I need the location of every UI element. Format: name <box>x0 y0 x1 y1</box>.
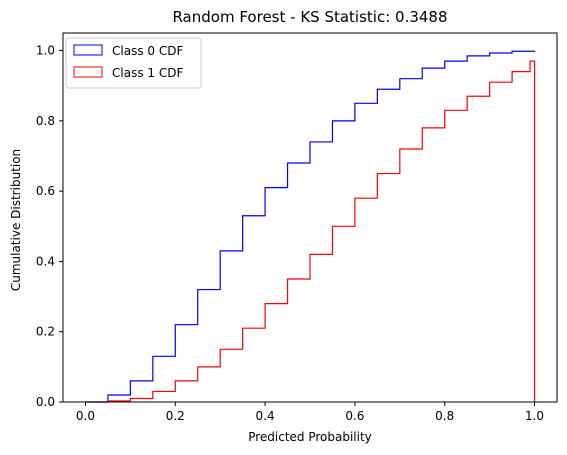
axes: 0.0 0.2 0.4 0.6 0.8 1.0 0.0 0.2 0.4 0.6 0.8 1.0 <box>36 32 558 423</box>
x-tick-label: 0.8 <box>435 409 454 423</box>
legend-swatch-class-0 <box>73 44 103 56</box>
y-axis-label: Cumulative Distribution <box>9 149 23 291</box>
series-line-class-0 <box>85 50 536 403</box>
x-axis-label: Predicted Probability <box>248 430 372 444</box>
x-tick-label: 0.2 <box>166 409 185 423</box>
chart-title: Random Forest - KS Statistic: 0.3488 <box>172 8 447 26</box>
x-tick-label: 1.0 <box>525 409 544 423</box>
y-tick-label: 0.8 <box>36 114 55 128</box>
y-tick-label: 0.4 <box>36 254 55 268</box>
legend-swatch-class-1 <box>73 66 103 78</box>
legend-label-class-0: Class 0 CDF <box>112 44 183 58</box>
legend-box <box>65 37 202 89</box>
y-tick-label: 1.0 <box>36 44 55 58</box>
legend-label-class-1: Class 1 CDF <box>112 66 183 80</box>
series-line-class-1 <box>85 60 536 403</box>
x-tick-label: 0.0 <box>76 409 95 423</box>
x-tick-label: 0.4 <box>256 409 275 423</box>
legend: Class 0 CDF Class 1 CDF <box>65 37 202 89</box>
y-tick-label: 0.6 <box>36 184 55 198</box>
plot-area <box>85 50 536 403</box>
y-tick-label: 0.0 <box>36 395 55 409</box>
y-tick-label: 0.2 <box>36 325 55 339</box>
plot-frame <box>62 32 558 403</box>
x-tick-label: 0.6 <box>345 409 364 423</box>
